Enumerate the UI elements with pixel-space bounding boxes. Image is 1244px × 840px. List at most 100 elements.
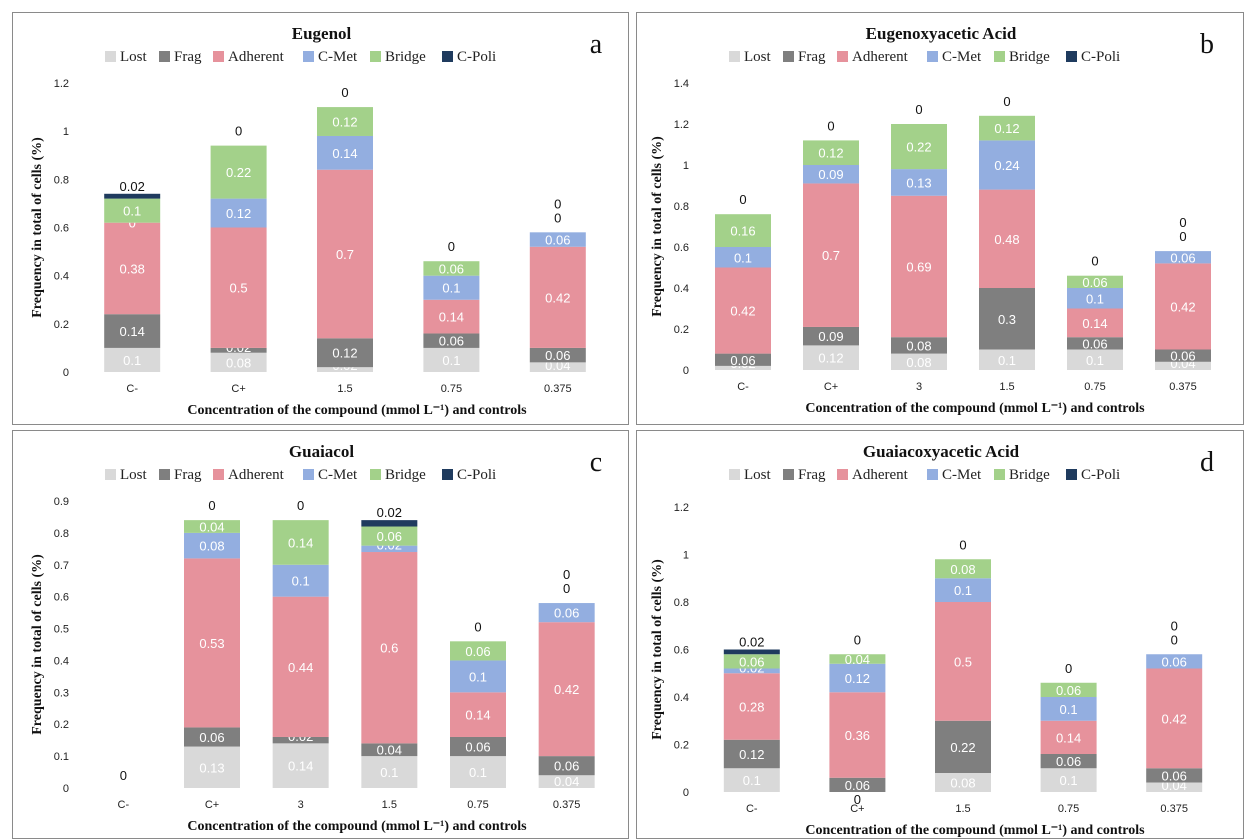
legend-label-frag: Frag: [174, 467, 202, 483]
legend-label-c-met: C-Met: [318, 49, 358, 65]
y-tick-label: 0: [63, 367, 69, 379]
data-label-lost: 0.1: [743, 773, 761, 788]
bar-stack-3: 0.08 0.08 0.69 0.13 0.22 0: [891, 102, 947, 370]
data-label-c-met: 0.1: [1086, 291, 1104, 306]
legend-label-lost: Lost: [120, 467, 148, 483]
x-axis-title: Concentration of the compound (mmol L⁻¹)…: [805, 823, 1145, 838]
legend-item-c-met: C-Met: [303, 467, 358, 483]
legend-item-c-poli: C-Poli: [442, 49, 496, 65]
data-label-c-poli: 0: [235, 124, 242, 139]
legend-label-c-met: C-Met: [942, 467, 982, 483]
bar-segment-lost: [803, 345, 859, 370]
data-label-frag: 0.06: [1056, 754, 1081, 769]
data-label-adherent: 0.14: [1082, 316, 1107, 331]
data-label-frag: 0.06: [1162, 768, 1187, 783]
x-axis-title: Concentration of the compound (mmol L⁻¹)…: [187, 403, 527, 418]
legend-label-bridge: Bridge: [385, 49, 426, 65]
data-label-c-met: 0.08: [199, 539, 224, 554]
bar-stack-0-75: 0.1 0.06 0.14 0.1 0.06 0: [423, 239, 480, 372]
legend-swatch-c-poli: [1066, 51, 1077, 62]
legend-label-lost: Lost: [744, 49, 772, 65]
data-label-c-met: 0.1: [292, 574, 310, 589]
legend-label-lost: Lost: [744, 467, 772, 483]
bar-segment-adherent: [423, 299, 480, 334]
x-tick-label: 1.5: [382, 799, 397, 811]
bar-segment-lost: [1146, 782, 1203, 792]
legend-label-adherent: Adherent: [852, 49, 909, 65]
bar-segment-adherent: [317, 169, 373, 339]
legend-item-c-poli: C-Poli: [1066, 49, 1120, 65]
data-label-c-poli: 0.02: [739, 635, 764, 650]
data-label-c-met: 0.24: [994, 158, 1019, 173]
data-label-bridge: 0: [1179, 215, 1186, 230]
data-label-c-poli: 0: [915, 102, 922, 117]
y-tick-label: 0.4: [674, 283, 689, 295]
bar-segment-adherent: [538, 622, 595, 757]
bar-segment-bridge: [935, 559, 991, 579]
legend-label-frag: Frag: [798, 49, 826, 65]
bar-segment-c-met: [210, 198, 267, 228]
bar-segment-c-met: [1040, 697, 1097, 721]
legend-swatch-c-met: [927, 469, 938, 480]
legend-swatch-c-poli: [1066, 469, 1077, 480]
bar-segment-lost: [979, 349, 1035, 370]
data-label-adherent: 0.7: [822, 248, 840, 263]
data-label-c-poli: 0: [739, 192, 746, 207]
data-label-c-met: 0.1: [734, 250, 752, 265]
y-axis-title: Frequency in total of cells (%): [30, 554, 45, 735]
legend-swatch-adherent: [213, 51, 224, 62]
data-label-c-met: 0.12: [845, 671, 870, 686]
bar-segment-adherent: [1155, 263, 1211, 350]
chart-panel-guaiacol: Guaiacol c Lost Frag Adherent C-Met Bridge C-Po…: [12, 430, 629, 839]
y-tick-label: 0.3: [54, 687, 69, 699]
bar-segment-bridge: [361, 526, 418, 546]
legend-item-c-poli: C-Poli: [442, 467, 496, 483]
y-tick-label: 0: [63, 783, 69, 795]
data-label-bridge: 0.06: [1056, 683, 1081, 698]
legend-label-frag: Frag: [798, 467, 826, 483]
bar-segment-adherent: [1040, 720, 1097, 754]
bar-segment-adherent: [184, 558, 240, 728]
bar-segment-frag: [423, 333, 480, 348]
y-tick-label: 0.4: [54, 271, 69, 283]
data-label-lost: 0: [854, 792, 861, 807]
legend-label-c-met: C-Met: [318, 467, 358, 483]
y-tick-label: 0.4: [54, 655, 69, 667]
bar-segment-c-met: [1067, 288, 1123, 309]
data-label-adherent: 0.38: [120, 261, 145, 276]
data-label-adherent: 0.53: [199, 636, 224, 651]
x-tick-label: 0.75: [1058, 803, 1079, 815]
data-label-c-poli: 0: [448, 239, 455, 254]
data-label-c-poli: 0: [959, 537, 966, 552]
data-label-adherent: 0.28: [739, 700, 764, 715]
bar-segment-bridge: [1067, 275, 1123, 288]
bar-segment-frag: [1040, 754, 1097, 769]
chart-panel-guaiacoxyacetic-acid: Guaiacoxyacetic Acid d Lost Frag Adherent C-M…: [636, 430, 1244, 839]
chart-title: Eugenol: [292, 24, 352, 43]
bar-stack-1-5: 0.020.120.70.140.120: [317, 85, 373, 373]
y-tick-label: 1: [683, 550, 689, 562]
data-label-adherent: 0.48: [994, 232, 1019, 247]
x-tick-label: 3: [916, 381, 922, 393]
data-label-adherent: 0.42: [730, 304, 755, 319]
data-label-bridge: 0.06: [465, 644, 490, 659]
chart-guaiacoxyacetic-acid: Guaiacoxyacetic Acid d Lost Frag Adherent C-M…: [650, 442, 1214, 838]
bar-stack-1-5: 0.1 0.3 0.48 0.24 0.12 0: [979, 94, 1035, 370]
bar-segment-adherent: [272, 596, 329, 737]
bar-segment-lost: [450, 756, 506, 788]
data-label-bridge: 0.12: [332, 115, 357, 130]
data-label-frag: 0.06: [845, 778, 870, 793]
data-label-c-poli: 0: [208, 498, 215, 513]
x-tick-label: 0.75: [1084, 381, 1105, 393]
data-label-bridge: 0.22: [906, 140, 931, 155]
y-tick-label: 0.2: [674, 324, 689, 336]
bar-stack-3: 0.140.020.440.10.140: [272, 498, 329, 788]
legend-swatch-bridge: [370, 51, 381, 62]
bar-segment-c-met: [829, 663, 886, 693]
chart-title: Eugenoxyacetic Acid: [866, 24, 1017, 43]
data-label-bridge: 0.04: [845, 652, 870, 667]
data-label-lost: 0.1: [380, 765, 398, 780]
data-label-c-poli: 0: [1003, 94, 1010, 109]
data-label-bridge: 0.06: [377, 529, 402, 544]
